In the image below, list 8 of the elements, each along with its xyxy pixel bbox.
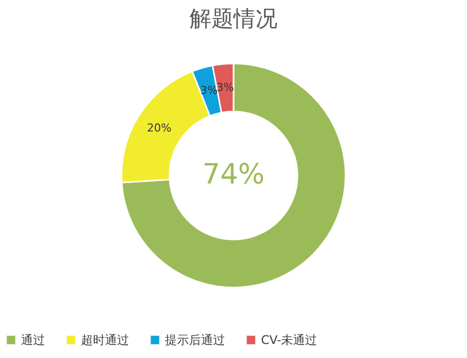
legend-label: 通过 [21, 333, 45, 347]
legend-label: CV-未通过 [261, 333, 318, 347]
data-label: 74% [202, 158, 265, 190]
data-label: 20% [146, 121, 172, 134]
legend-label: 提示后通过 [165, 333, 225, 347]
chart-title: 解题情况 [190, 7, 278, 32]
legend-label: 超时通过 [81, 333, 129, 347]
donut-slice [120, 62, 346, 288]
